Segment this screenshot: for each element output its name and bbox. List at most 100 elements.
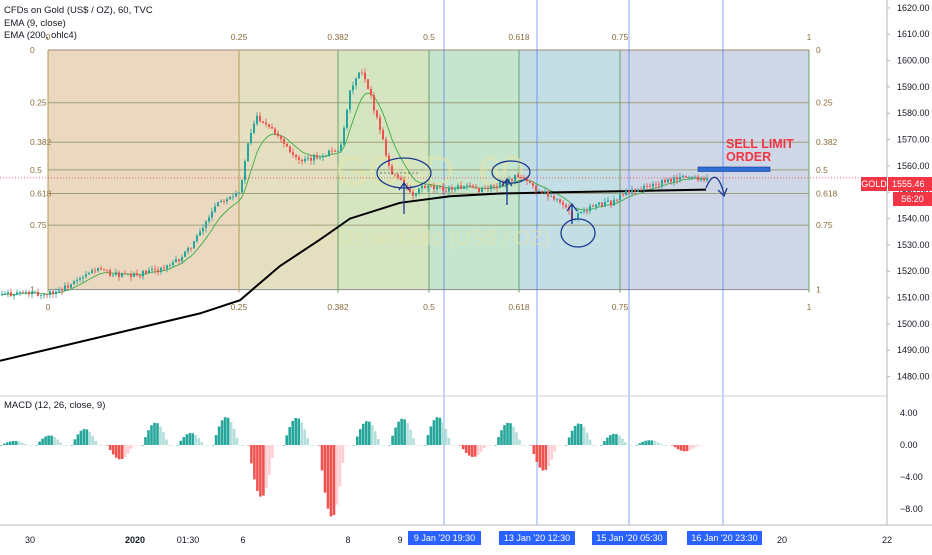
- price-badge-value: 1555.46: [892, 179, 925, 189]
- candle-body: [118, 272, 120, 277]
- macd-bar: [453, 445, 457, 446]
- candle-body: [88, 272, 90, 275]
- macd-bar: [344, 445, 348, 446]
- candle-body: [643, 185, 645, 191]
- candle-body: [454, 189, 456, 190]
- macd-bar: [688, 445, 692, 451]
- candle-body: [646, 185, 648, 187]
- crosshair-date-badge-3: 15 Jan '20 05:30: [592, 531, 667, 545]
- macd-bar: [203, 445, 207, 446]
- time-tick-label: 8: [345, 535, 350, 545]
- macd-bar: [341, 445, 345, 463]
- macd-bar: [383, 445, 386, 446]
- candle-body: [187, 247, 189, 252]
- candle-body: [349, 90, 351, 110]
- fib-level-label-left: 0.618: [30, 189, 52, 199]
- time-tick-label: 22: [882, 535, 892, 545]
- macd-bar: [126, 445, 130, 454]
- macd-bar: [168, 445, 171, 446]
- candle-body: [544, 191, 546, 193]
- candle-body: [307, 157, 309, 159]
- fib-level-label-right: 0.75: [816, 220, 833, 230]
- candle-body: [52, 291, 54, 294]
- candle-body: [550, 196, 552, 197]
- macd-bar: [532, 445, 536, 455]
- time-tick-label: 9: [397, 535, 402, 545]
- candle-body: [175, 259, 177, 263]
- candle-body: [163, 267, 165, 269]
- macd-bar: [165, 439, 168, 445]
- ema-fast-label[interactable]: EMA (9, close): [4, 17, 66, 29]
- candle-body: [508, 179, 510, 182]
- candle-body: [43, 294, 45, 296]
- macd-bar: [347, 445, 351, 446]
- candle-body: [127, 273, 129, 275]
- macd-bar: [12, 441, 15, 445]
- macd-bar: [426, 435, 430, 445]
- candle-body: [28, 291, 30, 295]
- macd-bar: [438, 417, 442, 445]
- macd-bar: [65, 445, 68, 446]
- crosshair-date-badge-1: 9 Jan '20 19:30: [408, 531, 481, 545]
- macd-bar: [579, 423, 583, 445]
- macd-bar: [185, 434, 189, 445]
- candle-body: [382, 130, 384, 140]
- macd-bar: [162, 432, 165, 445]
- macd-label[interactable]: MACD (12, 26, close, 9): [4, 400, 106, 411]
- macd-bar: [111, 445, 115, 455]
- candle-body: [298, 157, 300, 160]
- candle-body: [595, 204, 597, 207]
- macd-bar: [229, 421, 233, 445]
- candle-body: [247, 143, 249, 162]
- macd-bar: [0, 445, 3, 446]
- candle-body: [622, 194, 624, 196]
- candle-body: [154, 268, 156, 270]
- candle-body: [136, 273, 138, 276]
- candle-body: [418, 188, 420, 194]
- macd-bar: [550, 445, 554, 460]
- macd-bar: [356, 436, 359, 445]
- macd-bar: [585, 432, 589, 445]
- candle-body: [124, 273, 126, 275]
- candle-body: [301, 159, 303, 162]
- candle-body: [367, 79, 369, 90]
- ema-slow-label[interactable]: EMA (200, ohlc4): [4, 30, 77, 41]
- drawn-arrow-down: [705, 176, 728, 198]
- macd-bar: [285, 435, 288, 445]
- macd-bar: [570, 430, 574, 445]
- macd-bar: [365, 421, 368, 445]
- price-tick-label: 1510.00: [897, 293, 930, 303]
- chart-legend: CFDs on Gold (US$ / OZ), 60, TVC EMA (9,…: [4, 5, 153, 43]
- candle-body: [37, 292, 39, 296]
- time-tick-label: 30: [25, 535, 35, 545]
- macd-bar: [297, 418, 300, 445]
- macd-bar: [108, 445, 112, 451]
- fib-time-label-bottom: 0.382: [327, 302, 349, 312]
- candle-body: [361, 72, 363, 74]
- macd-bar: [105, 445, 109, 446]
- chart-title[interactable]: CFDs on Gold (US$ / OZ), 60, TVC: [4, 5, 153, 16]
- candle-body: [484, 188, 486, 190]
- candle-body: [145, 270, 147, 273]
- macd-bar: [271, 445, 274, 458]
- candle-body: [100, 268, 102, 270]
- candle-body: [295, 154, 297, 158]
- candle-body: [142, 270, 144, 277]
- macd-bar: [518, 439, 521, 445]
- candle-body: [586, 211, 588, 212]
- fib-level-label-right: 1: [816, 285, 821, 295]
- candle-body: [616, 199, 618, 201]
- candle-body: [196, 235, 198, 242]
- candle-body: [238, 192, 240, 194]
- macd-bar: [582, 427, 586, 445]
- candle-body: [283, 139, 285, 144]
- candle-body: [559, 199, 561, 203]
- candle-body: [133, 273, 135, 277]
- bar-countdown-badge: 56:20: [893, 192, 932, 206]
- macd-bar: [406, 423, 409, 445]
- macd-bar: [38, 441, 41, 445]
- drawn-arrow-1: [398, 181, 410, 214]
- candle-body: [49, 291, 51, 296]
- macd-bar: [377, 439, 380, 445]
